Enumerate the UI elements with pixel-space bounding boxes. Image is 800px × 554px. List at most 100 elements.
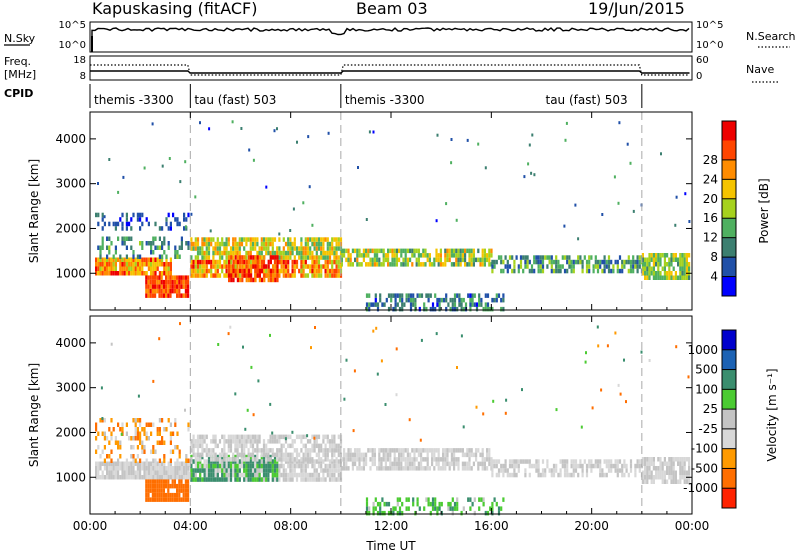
range-gate-cell <box>123 271 126 276</box>
range-gate-cell <box>616 459 619 464</box>
range-gate-cell <box>227 454 230 460</box>
data-layer <box>95 322 691 516</box>
range-gate-cell <box>333 250 336 256</box>
range-gate-cell <box>214 246 217 251</box>
range-gate-cell <box>262 268 266 274</box>
range-gate-cell <box>670 257 673 262</box>
range-gate-cell <box>339 439 343 444</box>
noise-point <box>626 142 629 146</box>
range-gate-cell <box>216 273 219 278</box>
range-gate-cell <box>415 457 418 462</box>
colorbar-tick-label-2: 100 <box>695 382 718 396</box>
range-gate-cell <box>223 250 226 256</box>
range-gate-cell <box>256 259 259 265</box>
range-gate-cell <box>174 418 177 423</box>
range-gate-cell <box>552 468 556 473</box>
range-gate-cell <box>495 472 498 478</box>
range-gate-cell <box>119 440 122 445</box>
range-gate-cell <box>185 454 188 459</box>
range-gate-cell <box>287 237 290 242</box>
range-gate-cell <box>488 457 491 462</box>
range-gate-cell <box>644 461 647 466</box>
range-gate-cell <box>431 457 434 462</box>
range-gate-cell <box>282 452 285 458</box>
range-gate-cell <box>291 472 294 478</box>
range-gate-cell <box>395 448 398 453</box>
range-gate-cell <box>269 454 272 460</box>
range-gate-cell <box>229 246 233 251</box>
range-gate-cell <box>511 255 514 260</box>
range-gate-cell <box>326 434 329 440</box>
range-gate-cell <box>106 245 109 250</box>
range-gate-cell <box>555 264 558 269</box>
range-gate-cell <box>311 472 314 478</box>
range-gate-cell <box>149 279 152 285</box>
range-gate-cell <box>590 463 593 469</box>
range-gate-cell <box>683 479 686 484</box>
range-gate-cell <box>347 257 350 263</box>
range-gate-cell <box>335 250 338 256</box>
range-gate-cell <box>287 452 290 458</box>
range-gate-cell <box>398 257 401 263</box>
range-gate-cell <box>335 255 338 260</box>
range-gate-cell <box>249 452 252 458</box>
range-gate-cell <box>685 262 688 267</box>
range-gate-cell <box>313 443 316 449</box>
range-gate-cell <box>324 477 327 482</box>
range-gate-cell <box>541 468 545 473</box>
range-gate-cell <box>320 448 323 453</box>
range-gate-cell <box>306 452 310 458</box>
range-gate-cell <box>171 275 174 280</box>
range-gate-cell <box>284 457 288 462</box>
range-gate-cell <box>199 439 202 444</box>
range-gate-cell <box>478 497 481 502</box>
range-gate-cell <box>411 461 414 467</box>
range-gate-cell <box>457 257 460 263</box>
range-gate-cell <box>205 250 208 256</box>
range-gate-cell <box>393 257 396 263</box>
range-gate-cell <box>145 497 148 502</box>
range-gate-cell <box>585 259 589 265</box>
range-gate-cell <box>387 262 390 267</box>
noise-point <box>184 160 187 164</box>
range-gate-cell <box>165 492 168 498</box>
range-gate-cell <box>652 262 655 267</box>
range-gate-cell <box>533 463 536 469</box>
range-gate-cell <box>225 264 228 269</box>
range-gate-cell <box>289 477 292 482</box>
range-gate-cell <box>464 248 467 254</box>
range-gate-cell <box>670 271 673 276</box>
range-gate-cell <box>373 257 376 263</box>
range-gate-cell <box>387 248 390 254</box>
range-gate-cell <box>152 257 155 262</box>
range-gate-cell <box>269 468 272 473</box>
range-gate-cell <box>284 250 288 256</box>
range-gate-cell <box>201 237 204 242</box>
range-gate-cell <box>289 273 292 278</box>
range-gate-cell <box>522 268 525 274</box>
range-gate-cell <box>548 259 551 265</box>
range-gate-cell <box>460 510 463 516</box>
range-gate-cell <box>203 459 206 464</box>
range-gate-cell <box>110 271 113 276</box>
range-gate-cell <box>227 439 230 444</box>
range-gate-cell <box>121 236 124 241</box>
range-gate-cell <box>333 259 336 265</box>
range-gate-cell <box>603 472 606 478</box>
noise-point <box>292 207 295 211</box>
range-gate-cell <box>236 250 239 256</box>
range-gate-cell <box>101 431 104 436</box>
range-gate-cell <box>95 470 98 475</box>
range-gate-cell <box>672 253 675 258</box>
noise-point <box>117 190 120 194</box>
range-gate-cell <box>254 259 257 265</box>
range-gate-cell <box>234 472 237 478</box>
range-gate-cell <box>428 262 431 267</box>
range-gate-cell <box>478 293 481 298</box>
range-gate-cell <box>136 461 139 466</box>
range-gate-cell <box>245 259 248 265</box>
range-gate-cell <box>114 436 117 441</box>
range-gate-cell <box>154 483 157 489</box>
freq-label-line2: [MHz] <box>4 68 36 81</box>
range-gate-cell <box>265 250 268 256</box>
